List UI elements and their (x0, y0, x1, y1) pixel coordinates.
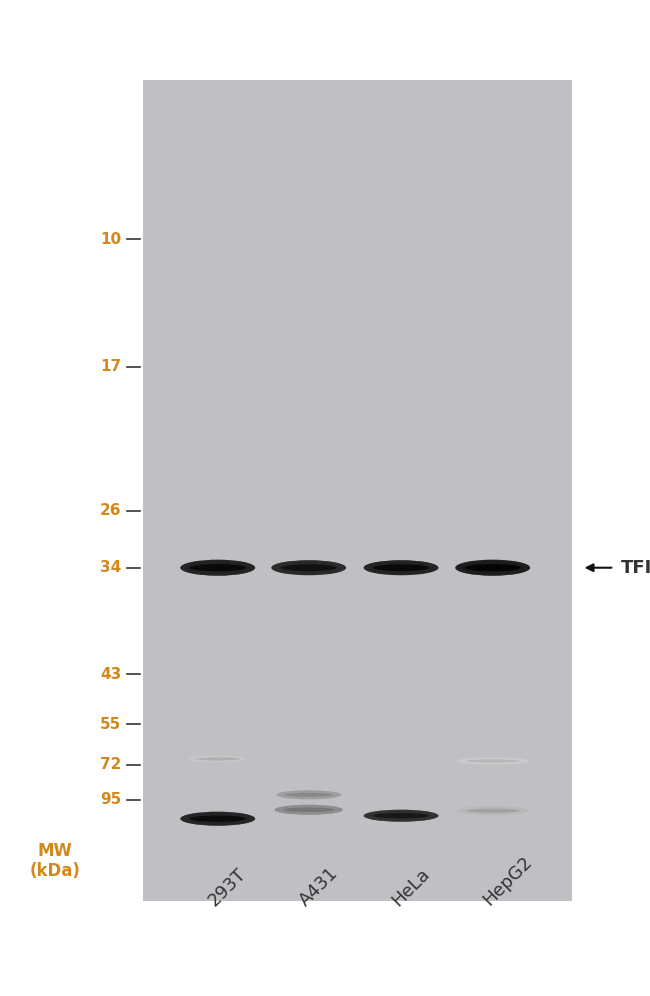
Ellipse shape (276, 791, 341, 799)
Ellipse shape (469, 759, 516, 763)
Ellipse shape (283, 808, 334, 812)
Ellipse shape (373, 813, 429, 819)
Ellipse shape (363, 560, 438, 576)
Ellipse shape (373, 565, 429, 571)
Ellipse shape (457, 807, 528, 815)
Text: TFIIB: TFIIB (621, 559, 650, 577)
Ellipse shape (363, 810, 438, 822)
Ellipse shape (287, 807, 331, 813)
Ellipse shape (196, 757, 240, 761)
Ellipse shape (466, 809, 519, 813)
Text: 26: 26 (100, 503, 122, 519)
Ellipse shape (280, 806, 338, 814)
Ellipse shape (199, 757, 237, 761)
Text: 34: 34 (100, 560, 122, 576)
Ellipse shape (272, 560, 346, 576)
Text: 43: 43 (100, 666, 122, 682)
Ellipse shape (369, 811, 433, 821)
Text: 17: 17 (100, 359, 122, 374)
Ellipse shape (377, 563, 425, 573)
Text: 10: 10 (100, 231, 122, 247)
Ellipse shape (181, 560, 255, 576)
Text: 72: 72 (100, 757, 122, 773)
Ellipse shape (462, 807, 523, 815)
Ellipse shape (272, 560, 346, 576)
Ellipse shape (190, 816, 246, 822)
Ellipse shape (285, 563, 333, 573)
Ellipse shape (457, 807, 528, 815)
Text: A431: A431 (296, 864, 342, 909)
Ellipse shape (287, 792, 330, 798)
Ellipse shape (469, 563, 517, 573)
Ellipse shape (194, 814, 242, 824)
Ellipse shape (194, 563, 242, 573)
Ellipse shape (274, 805, 343, 815)
Ellipse shape (469, 808, 516, 814)
Ellipse shape (188, 755, 247, 763)
Text: HeLa: HeLa (388, 865, 434, 909)
Ellipse shape (457, 757, 528, 765)
Ellipse shape (457, 757, 528, 765)
Text: 95: 95 (100, 792, 122, 808)
Ellipse shape (377, 812, 425, 820)
Ellipse shape (276, 791, 341, 799)
Ellipse shape (363, 560, 438, 576)
Ellipse shape (465, 564, 521, 572)
Bar (143, 80, 572, 901)
Ellipse shape (181, 560, 255, 576)
Ellipse shape (281, 791, 337, 799)
Ellipse shape (285, 793, 333, 797)
Ellipse shape (281, 565, 337, 571)
Ellipse shape (188, 755, 247, 763)
Ellipse shape (363, 810, 438, 822)
Ellipse shape (277, 562, 341, 574)
Text: HepG2: HepG2 (480, 854, 536, 909)
Ellipse shape (181, 812, 255, 826)
Ellipse shape (193, 756, 242, 762)
Ellipse shape (462, 758, 523, 764)
Ellipse shape (455, 560, 530, 576)
Ellipse shape (461, 561, 525, 575)
Ellipse shape (186, 813, 250, 825)
Ellipse shape (186, 561, 250, 575)
Ellipse shape (455, 560, 530, 576)
Text: MW
(kDa): MW (kDa) (30, 842, 81, 880)
Text: 293T: 293T (205, 865, 250, 909)
Ellipse shape (274, 805, 343, 815)
Ellipse shape (466, 759, 519, 763)
Text: 55: 55 (100, 716, 122, 732)
Ellipse shape (369, 562, 433, 574)
Ellipse shape (190, 564, 246, 572)
Ellipse shape (181, 812, 255, 826)
